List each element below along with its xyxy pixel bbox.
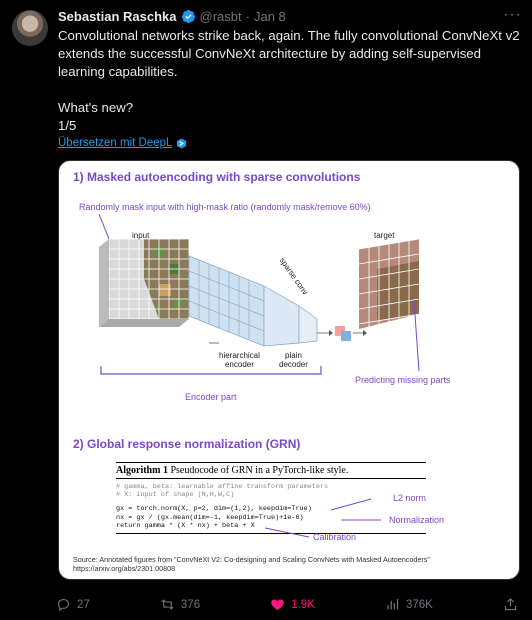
code-line-3: return gamma * (X * nx) + beta + X <box>116 521 255 530</box>
algorithm-title-rest: Pseudocode of GRN in a PyTorch-like styl… <box>167 465 349 476</box>
tweet-date[interactable]: Jan 8 <box>253 9 286 24</box>
share-button[interactable] <box>503 597 518 612</box>
architecture-diagram <box>98 213 420 375</box>
verified-badge-icon <box>181 9 195 24</box>
reply-icon <box>57 598 70 612</box>
views-count: 376K <box>405 598 433 611</box>
source-caption: Source: Annotated figures from “ConvNeXt… <box>73 555 430 573</box>
tweet-text: Convolutional networks strike back, agai… <box>58 27 526 135</box>
section2-title: 2) Global response normalization (GRN) <box>73 437 301 451</box>
plain-decoder-label: plain decoder <box>279 351 308 369</box>
algorithm-box: Algorithm 1 Pseudocode of GRN in a PyTor… <box>116 462 426 535</box>
input-label: input <box>132 231 150 240</box>
reply-count: 27 <box>77 598 90 611</box>
retweet-icon <box>161 599 174 610</box>
tweet-paragraph-1: Convolutional networks strike back, agai… <box>58 28 524 79</box>
code-comment-1: # gamma, beta: learnable affine transfor… <box>116 483 329 491</box>
tweet-paragraph-3: 1/5 <box>58 118 77 133</box>
sparse-conv-stack <box>188 255 318 347</box>
views-chart-icon <box>387 598 399 610</box>
input-grid <box>99 238 190 327</box>
tweet-paragraph-2: What's new? <box>58 100 134 115</box>
tweet-header: Sebastian Raschka @rasbt · Jan 8 <box>58 9 286 24</box>
code-block: # gamma, beta: learnable affine transfor… <box>116 479 426 533</box>
l2-norm-label: L2 norm <box>393 493 427 503</box>
translate-link[interactable]: Übersetzen mit DeepL <box>58 137 187 149</box>
deepl-icon <box>177 137 187 149</box>
author-name[interactable]: Sebastian Raschka <box>58 9 177 24</box>
views-button[interactable]: 376K <box>385 597 433 612</box>
like-button[interactable]: 1.9K <box>270 597 315 612</box>
more-options-icon[interactable]: ··· <box>503 6 522 23</box>
tweet-actions: 27 376 1.9K 376K <box>56 597 518 612</box>
tweet-media-image[interactable]: 1) Masked autoencoding with sparse convo… <box>58 160 520 580</box>
mask-annotation: Randomly mask input with high-mask ratio… <box>79 202 371 212</box>
avatar[interactable] <box>12 10 48 46</box>
code-line-2: nx = gx / (gx.mean(dim=-1, keepdim=True)… <box>116 513 304 522</box>
section1-title: 1) Masked autoencoding with sparse convo… <box>73 170 361 184</box>
code-line-1: gx = torch.norm(X, p=2, dim=(1,2), keepd… <box>116 505 312 514</box>
algorithm-title-bold: Algorithm 1 <box>116 465 168 476</box>
reply-button[interactable]: 27 <box>56 597 90 612</box>
heart-icon <box>271 599 284 611</box>
target-label: target <box>374 231 395 240</box>
calibration-label: Calibration <box>313 532 357 542</box>
code-comment-2: # X: input of shape (N,H,W,C) <box>116 491 235 500</box>
share-icon <box>504 598 517 611</box>
target-grid <box>358 238 420 329</box>
separator-dot: · <box>245 9 250 24</box>
like-count: 1.9K <box>291 598 315 611</box>
normalization-label: Normalization <box>389 515 445 525</box>
encoder-part-label: Encoder part <box>185 392 237 402</box>
predicting-label: Predicting missing parts <box>355 375 451 385</box>
hierarchical-encoder-label: hierarchical encoder <box>219 351 260 369</box>
retweet-count: 376 <box>180 598 201 611</box>
author-handle[interactable]: @rasbt <box>199 9 242 24</box>
algorithm-title: Algorithm 1 Pseudocode of GRN in a PyTor… <box>116 465 426 479</box>
retweet-button[interactable]: 376 <box>160 597 200 612</box>
translate-label[interactable]: Übersetzen mit DeepL <box>58 137 173 149</box>
